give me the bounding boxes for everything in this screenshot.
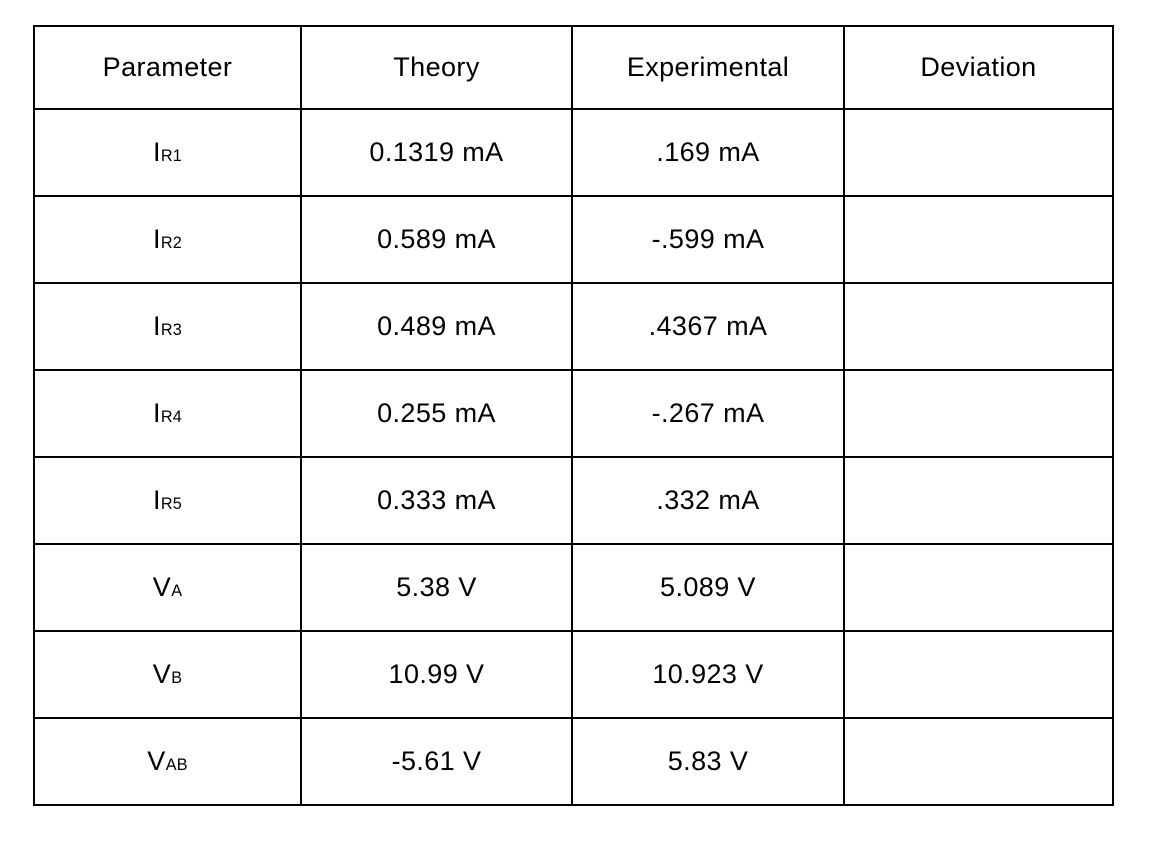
- param-cell: VAB: [33, 717, 302, 806]
- param-subscript: B: [171, 669, 183, 687]
- deviation-cell: [843, 108, 1114, 197]
- experimental-cell: .332 mA: [571, 456, 845, 545]
- param-subscript: R1: [160, 147, 182, 165]
- param-subscript: R4: [160, 408, 182, 426]
- results-table: Parameter Theory Experimental Deviation …: [33, 25, 1114, 806]
- theory-cell: 0.1319 mA: [300, 108, 573, 197]
- header-theory: Theory: [300, 25, 573, 110]
- param-subscript: R3: [160, 321, 182, 339]
- table-row: IR5 0.333 mA .332 mA: [33, 456, 1114, 545]
- param-base: V: [147, 746, 166, 776]
- param-subscript: R5: [160, 495, 182, 513]
- experimental-cell: 5.089 V: [571, 543, 845, 632]
- param-base: V: [152, 572, 172, 602]
- theory-cell: 5.38 V: [300, 543, 573, 632]
- deviation-cell: [843, 630, 1114, 719]
- param-base: V: [152, 659, 172, 689]
- header-experimental: Experimental: [571, 25, 845, 110]
- param-cell: IR5: [33, 456, 302, 545]
- header-parameter: Parameter: [33, 25, 302, 110]
- param-base: I: [153, 311, 161, 341]
- table-row: IR2 0.589 mA -.599 mA: [33, 195, 1114, 284]
- param-base: I: [153, 137, 161, 167]
- param-cell: VB: [33, 630, 302, 719]
- param-cell: IR4: [33, 369, 302, 458]
- param-subscript: AB: [165, 756, 188, 774]
- deviation-cell: [843, 717, 1114, 806]
- param-subscript: R2: [160, 234, 182, 252]
- table-row: VA 5.38 V 5.089 V: [33, 543, 1114, 632]
- table-row: IR3 0.489 mA .4367 mA: [33, 282, 1114, 371]
- table-row: VAB -5.61 V 5.83 V: [33, 717, 1114, 806]
- deviation-cell: [843, 543, 1114, 632]
- param-subscript: A: [171, 582, 183, 600]
- experimental-cell: .4367 mA: [571, 282, 845, 371]
- experimental-cell: -.599 mA: [571, 195, 845, 284]
- deviation-cell: [843, 369, 1114, 458]
- param-cell: IR2: [33, 195, 302, 284]
- experimental-cell: 10.923 V: [571, 630, 845, 719]
- param-base: I: [153, 224, 161, 254]
- experimental-cell: -.267 mA: [571, 369, 845, 458]
- param-base: I: [153, 485, 161, 515]
- header-deviation: Deviation: [843, 25, 1114, 110]
- experimental-cell: .169 mA: [571, 108, 845, 197]
- param-cell: IR3: [33, 282, 302, 371]
- deviation-cell: [843, 195, 1114, 284]
- theory-cell: 10.99 V: [300, 630, 573, 719]
- table-row: VB 10.99 V 10.923 V: [33, 630, 1114, 719]
- theory-cell: 0.333 mA: [300, 456, 573, 545]
- theory-cell: 0.589 mA: [300, 195, 573, 284]
- deviation-cell: [843, 456, 1114, 545]
- header-row: Parameter Theory Experimental Deviation: [33, 25, 1114, 110]
- param-base: I: [153, 398, 161, 428]
- param-cell: IR1: [33, 108, 302, 197]
- table-row: IR1 0.1319 mA .169 mA: [33, 108, 1114, 197]
- deviation-cell: [843, 282, 1114, 371]
- experimental-cell: 5.83 V: [571, 717, 845, 806]
- theory-cell: 0.489 mA: [300, 282, 573, 371]
- theory-cell: -5.61 V: [300, 717, 573, 806]
- theory-cell: 0.255 mA: [300, 369, 573, 458]
- table-row: IR4 0.255 mA -.267 mA: [33, 369, 1114, 458]
- param-cell: VA: [33, 543, 302, 632]
